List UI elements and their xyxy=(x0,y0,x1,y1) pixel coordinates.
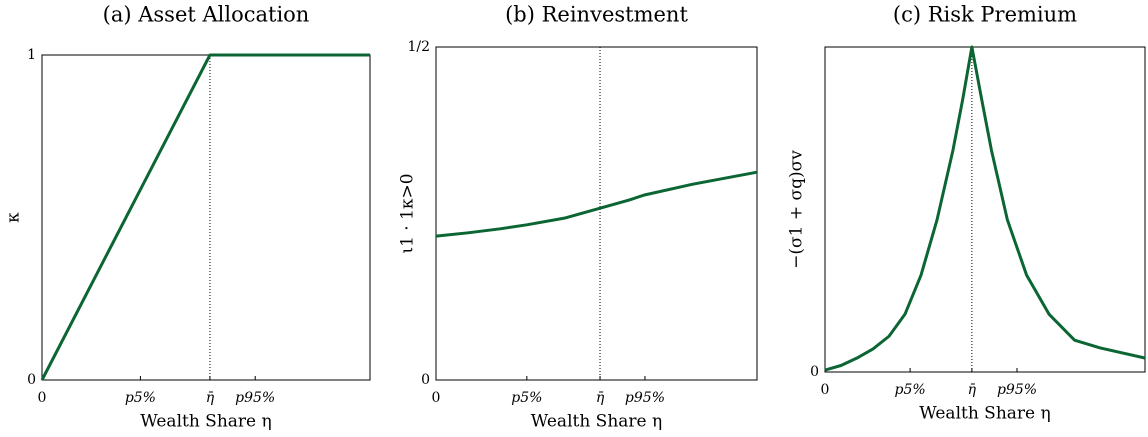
line-series xyxy=(40,53,370,381)
x-tick-label: p95% xyxy=(997,382,1037,398)
line-series xyxy=(435,170,758,238)
x-axis-label: Wealth Share η xyxy=(140,412,271,432)
y-axis-label: κ xyxy=(4,212,24,223)
chart-title: (b) Reinvestment xyxy=(505,3,688,27)
y-tick-label: 1 xyxy=(27,47,36,63)
x-tick-label: p95% xyxy=(625,390,665,406)
y-tick-label: 0 xyxy=(27,372,36,388)
x-tick-label: p95% xyxy=(235,390,275,406)
x-axis-label: Wealth Share η xyxy=(919,404,1050,424)
y-tick-label: 0 xyxy=(421,372,430,388)
plot-frame xyxy=(435,46,758,381)
x-tick-label: η̄ xyxy=(968,382,977,398)
y-axis-label: −(σ1 + σq)σv xyxy=(787,150,807,269)
x-tick-label: p5% xyxy=(125,390,156,406)
line-series xyxy=(824,45,1146,372)
x-tick-label: 0 xyxy=(821,382,830,398)
x-tick-label: η̄ xyxy=(206,390,215,406)
x-tick-label: 0 xyxy=(38,390,47,406)
plot-frame xyxy=(41,54,371,381)
x-axis-label: Wealth Share η xyxy=(531,412,662,432)
y-axis-label: ι1 · 1κ>0 xyxy=(398,173,418,253)
x-tick-label: 0 xyxy=(432,390,441,406)
chart-title: (c) Risk Premium xyxy=(893,3,1077,27)
x-tick-label: p5% xyxy=(895,382,926,398)
y-tick-label: 0 xyxy=(810,364,819,380)
x-tick-label: η̄ xyxy=(596,390,605,406)
x-tick-label: p5% xyxy=(511,390,542,406)
chart-title: (a) Asset Allocation xyxy=(103,3,310,27)
plot-frame xyxy=(824,46,1146,373)
y-tick-label: 1/2 xyxy=(407,39,430,55)
